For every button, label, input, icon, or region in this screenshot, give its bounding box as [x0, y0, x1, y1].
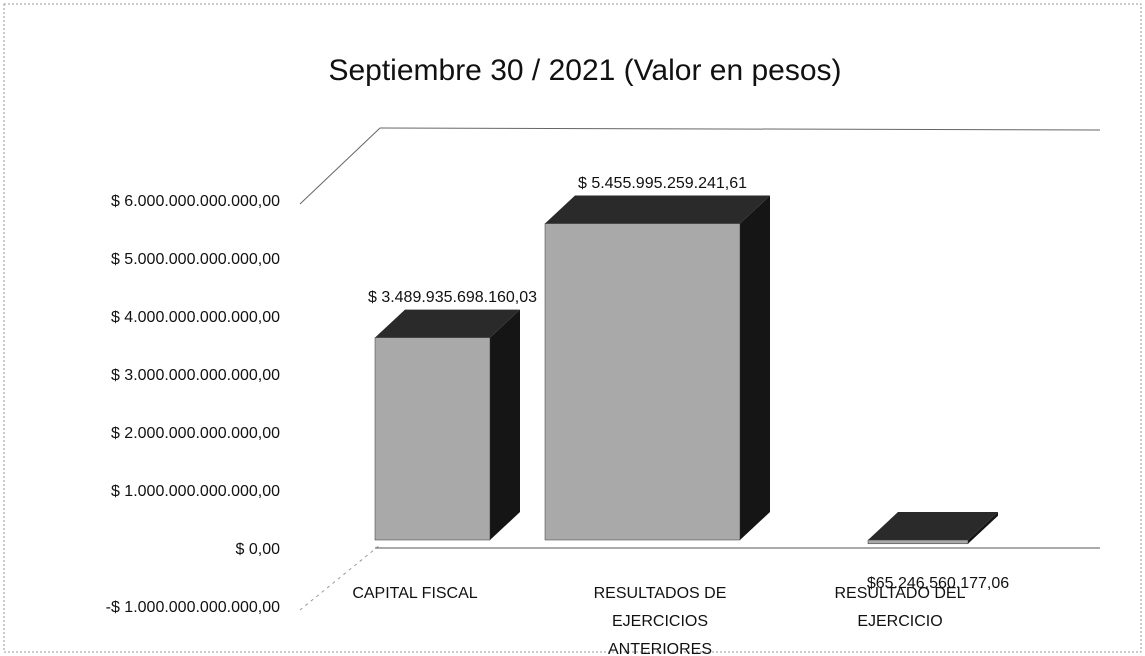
floor-edge — [299, 544, 381, 611]
x-tick-label: RESULTADO DEL EJERCICIO — [834, 585, 966, 630]
bar-top — [375, 309, 520, 338]
bar — [374, 309, 520, 541]
bar — [867, 512, 998, 545]
back-wall-top — [379, 127, 1101, 131]
value-label: $65.246.560.177,06 — [867, 575, 1009, 592]
y-tick-label: $ 6.000.000.000.000,00 — [111, 193, 280, 210]
y-tick-label: $ 5.000.000.000.000,00 — [111, 251, 280, 268]
x-tick-label: CAPITAL FISCAL — [352, 585, 478, 602]
y-tick-label: $ 4.000.000.000.000,00 — [111, 309, 280, 326]
bar-top — [868, 512, 998, 540]
x-tick-label: RESULTADOS DE EJERCICIOS ANTERIORES — [593, 585, 727, 656]
bar-top — [545, 195, 770, 224]
y-tick-label: $ 1.000.000.000.000,00 — [111, 483, 280, 500]
bar-front — [867, 539, 969, 545]
bar-front — [374, 337, 491, 541]
y-tick-label: $ 2.000.000.000.000,00 — [111, 425, 280, 442]
bar-side — [968, 512, 998, 544]
y-tick-label: $ 0,00 — [236, 541, 281, 558]
y-tick-label: -$ 1.000.000.000.000,00 — [106, 599, 280, 616]
bar — [544, 195, 770, 541]
value-label: $ 3.489.935.698.160,03 — [368, 289, 537, 306]
value-label: $ 5.455.995.259.241,61 — [578, 175, 747, 192]
bar-side — [740, 195, 770, 540]
bar-side — [490, 309, 520, 540]
chart-border — [3, 3, 1142, 653]
left-wall-edge — [299, 127, 381, 205]
chart-title: Septiembre 30 / 2021 (Valor en pesos) — [328, 54, 841, 87]
bar-front — [544, 223, 741, 541]
y-tick-label: $ 3.000.000.000.000,00 — [111, 367, 280, 384]
